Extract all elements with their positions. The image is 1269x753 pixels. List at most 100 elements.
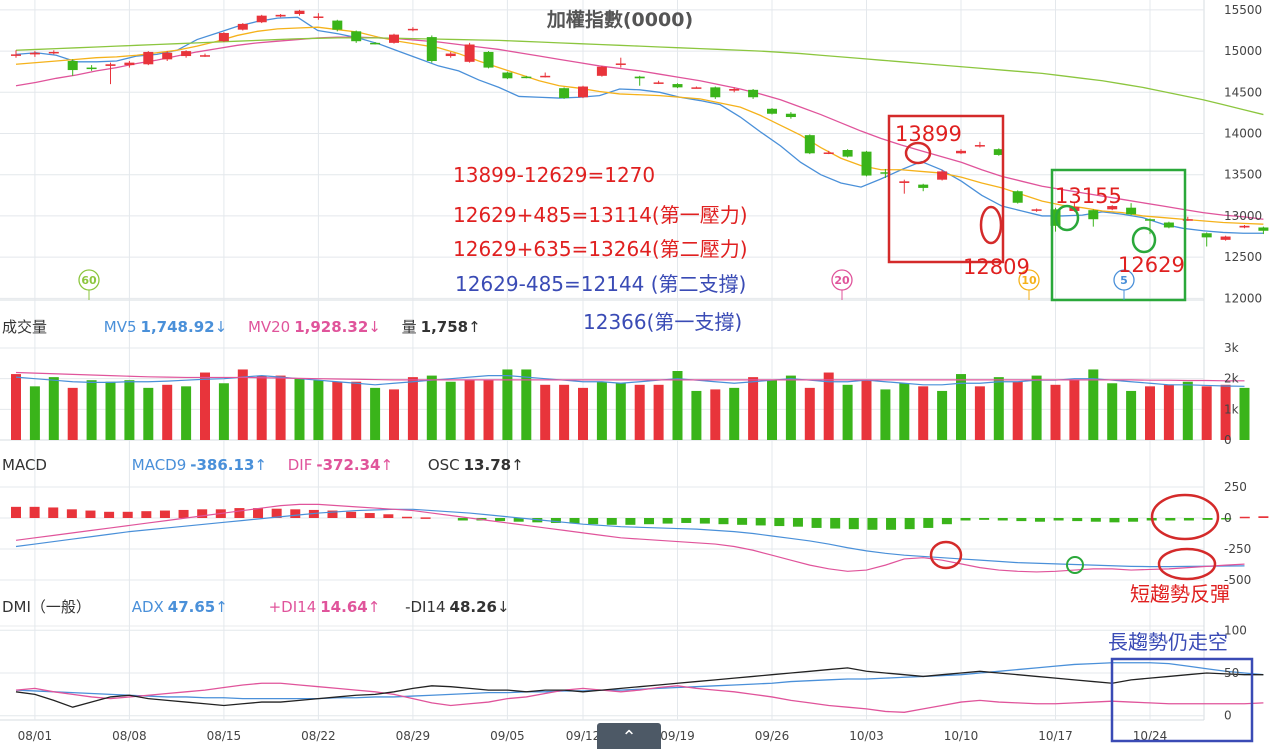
circle-high	[904, 141, 932, 165]
volume-bar	[502, 369, 513, 440]
osc-bar	[513, 518, 524, 522]
candle-body	[1220, 236, 1231, 240]
osc-bar	[271, 508, 282, 518]
ma-line-mv20	[15, 36, 1264, 220]
highlight-box-red	[887, 114, 1005, 264]
price-label-high2: 13155	[1055, 184, 1122, 208]
candle-body	[937, 171, 948, 180]
candle-body	[521, 76, 532, 79]
candle-body	[1012, 191, 1023, 203]
osc-bar	[85, 510, 96, 518]
osc-bar	[1072, 518, 1083, 522]
volume-tick-label: 0	[1224, 433, 1232, 447]
volume-bar	[67, 387, 78, 440]
candle-body	[332, 20, 343, 30]
osc-bar	[420, 517, 431, 519]
volume-bar	[181, 386, 192, 440]
macd-line-macd9	[15, 508, 1245, 568]
badge-ma5	[1113, 269, 1135, 291]
osc-bar	[681, 518, 692, 523]
volume-bar	[86, 380, 97, 440]
osc-bar	[1109, 518, 1120, 523]
volume-bar	[823, 372, 834, 440]
macd-tick-label: -500	[1224, 573, 1251, 587]
x-tick-label: 10/24	[1133, 729, 1168, 743]
note-short-trend: 短趨勢反彈	[1130, 582, 1230, 606]
volume-bar	[596, 381, 607, 440]
osc-bar	[11, 506, 21, 518]
osc-bar	[867, 518, 878, 530]
candle-body	[256, 15, 267, 23]
volume-bar	[634, 384, 645, 440]
price-tick-label: 13500	[1224, 168, 1262, 182]
volume-bar	[143, 387, 154, 440]
osc-bar	[904, 518, 915, 530]
candle-body	[823, 152, 834, 154]
price-label-low: 12809	[963, 255, 1030, 279]
volume-bar	[105, 381, 116, 440]
osc-bar	[364, 513, 375, 518]
osc-bar	[346, 511, 357, 518]
scroll-up-button[interactable]: ⌃	[597, 723, 661, 749]
legend-vol-qty: 量 1,758↑	[401, 318, 481, 336]
volume-bar	[691, 390, 702, 440]
volume-bar	[332, 381, 343, 440]
osc-bar	[401, 516, 412, 519]
volume-bar	[804, 387, 815, 440]
macd-title: MACD	[2, 456, 47, 474]
osc-bar	[644, 518, 655, 525]
osc-bar	[1090, 518, 1101, 522]
candle-body	[596, 66, 607, 76]
x-tick-label: 08/01	[18, 729, 53, 743]
candle-body	[615, 63, 626, 65]
candle-body	[1182, 219, 1193, 221]
volume-bar	[748, 377, 759, 440]
candle-body	[200, 55, 210, 57]
x-tick-label: 09/26	[755, 729, 790, 743]
candle-body	[237, 23, 248, 30]
volume-panel	[11, 369, 1250, 440]
calc-line-4: 12629-485=12144 (第二支撐)	[455, 272, 747, 296]
osc-bar	[997, 518, 1008, 521]
osc-bar	[290, 509, 301, 518]
x-tick-label: 10/10	[944, 729, 979, 743]
circle-low	[979, 205, 1003, 245]
volume-tick-label: 2k	[1224, 372, 1239, 386]
legend-macd9: MACD9 -386.13↑	[131, 456, 267, 474]
macd-tick-label: -250	[1224, 542, 1251, 556]
legend-vol-mv20: MV20 1,928.32↓	[247, 318, 381, 336]
candle-body	[1239, 225, 1250, 228]
candle-body	[767, 108, 777, 114]
osc-bar	[886, 518, 897, 530]
osc-bar	[178, 509, 189, 518]
x-tick-label: 09/05	[490, 729, 525, 743]
x-tick-label: 09/19	[660, 729, 695, 743]
osc-bar	[588, 518, 599, 525]
volume-bar	[672, 371, 683, 440]
volume-tick-label: 3k	[1224, 341, 1239, 355]
osc-bar	[29, 506, 40, 518]
osc-bar	[66, 509, 77, 518]
volume-bar	[540, 384, 551, 440]
candle-body	[785, 113, 796, 118]
circle-macd-cross	[1066, 556, 1084, 574]
osc-bar	[457, 518, 468, 521]
volume-bar	[1239, 387, 1250, 440]
volume-bar	[615, 383, 626, 440]
volume-bar	[578, 387, 588, 440]
osc-bar	[550, 518, 561, 523]
volume-bar	[1220, 384, 1231, 440]
volume-bar	[294, 378, 305, 440]
macd-line-dif	[15, 503, 1245, 573]
badge-label-ma60: 60	[81, 274, 97, 287]
osc-bar	[197, 509, 208, 518]
osc-bar	[606, 518, 617, 525]
badge-label-ma20: 20	[834, 274, 850, 287]
candle-body	[275, 14, 286, 17]
price-tick-label: 15500	[1224, 3, 1262, 17]
volume-bar	[559, 384, 570, 440]
volume-bar	[483, 380, 494, 440]
volume-bar	[993, 377, 1004, 440]
volume-bar	[1126, 390, 1137, 440]
osc-bar	[755, 518, 766, 526]
